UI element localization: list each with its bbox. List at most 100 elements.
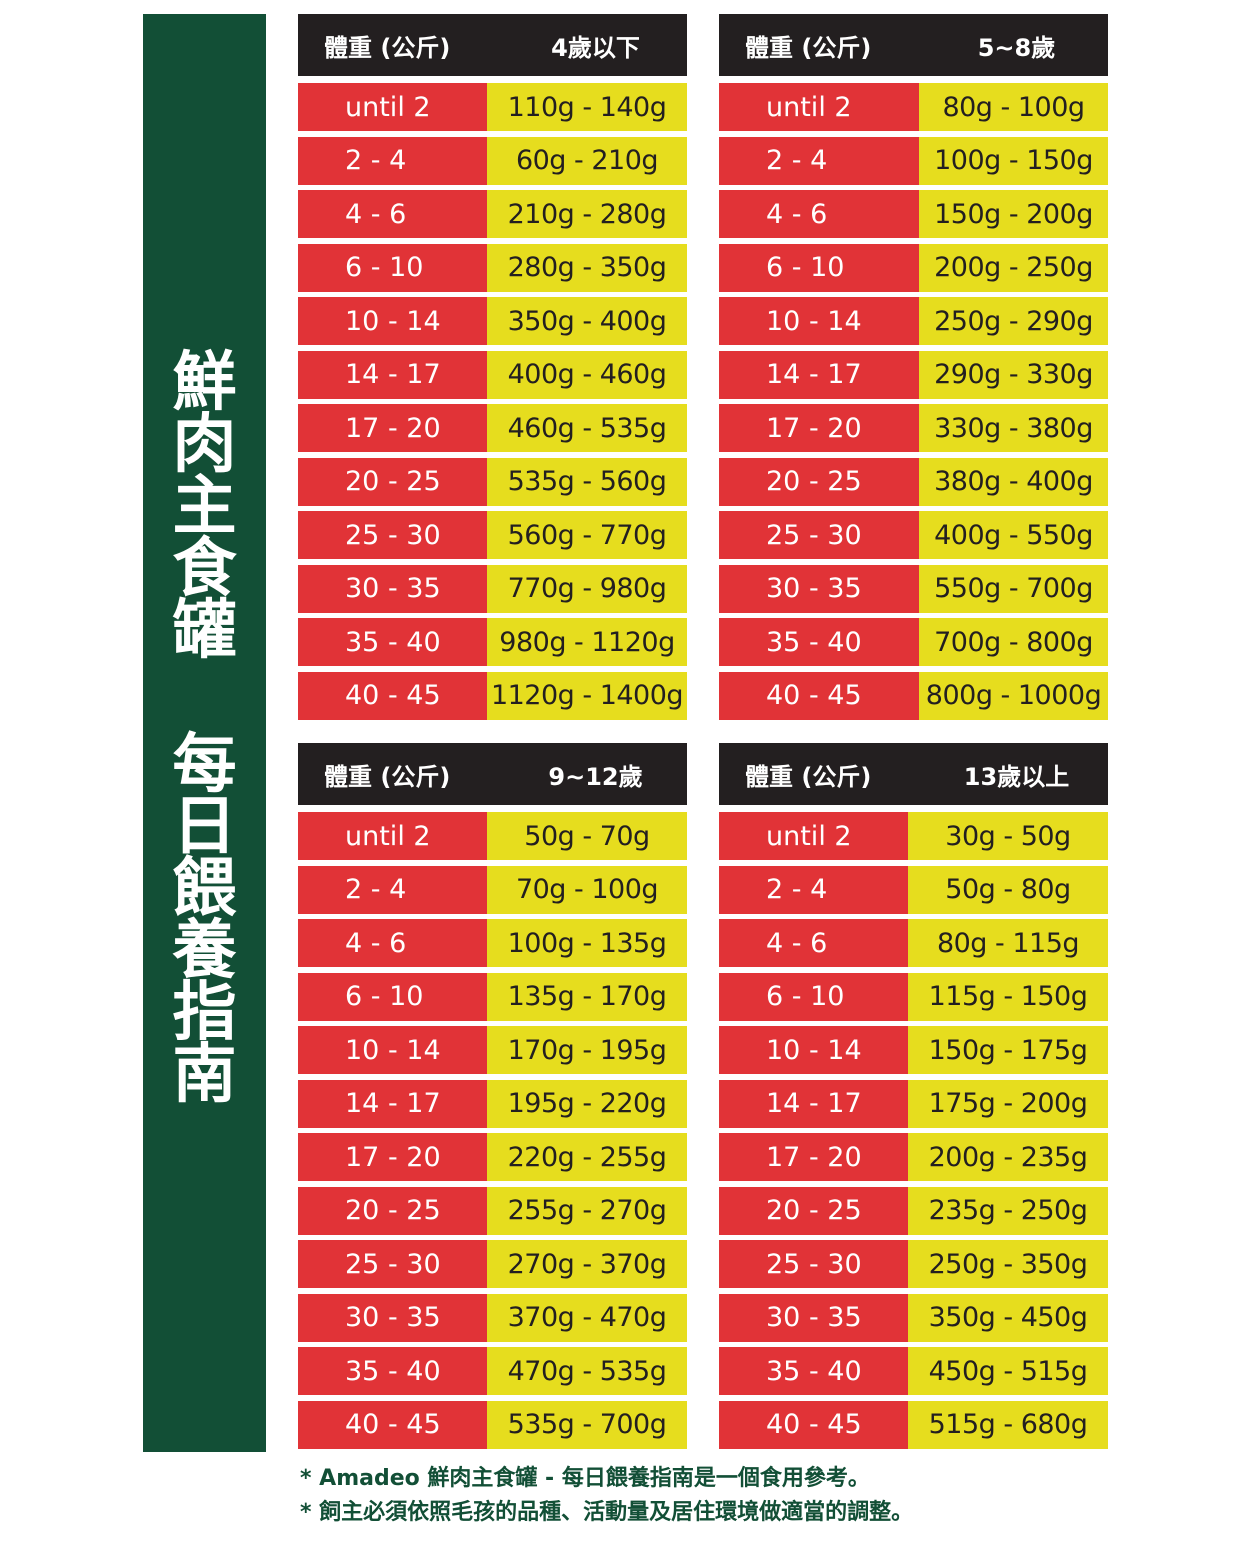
title-banner: 鮮 肉 主 食 罐 每 日 餵 養 指 南 bbox=[143, 14, 266, 1452]
table-body: until 2 110g - 140g 2 - 4 60g - 210g 4 - 6 21… bbox=[298, 83, 687, 720]
daily-amount-cell: 350g - 450g bbox=[908, 1293, 1108, 1342]
banner-char: 鮮 bbox=[172, 346, 237, 420]
table-row: 10 - 14 170g - 195g bbox=[298, 1026, 687, 1074]
daily-amount-cell: 210g - 280g bbox=[487, 190, 687, 238]
weight-range-cell: 40 - 45 bbox=[719, 1400, 908, 1449]
table-row: 30 - 35 770g - 980g bbox=[298, 564, 687, 613]
table-row: 20 - 25 380g - 400g bbox=[719, 457, 1108, 506]
table-row: 6 - 10 115g - 150g bbox=[719, 972, 1108, 1021]
table-row: 2 - 4 70g - 100g bbox=[298, 865, 687, 914]
table-row: 4 - 6 150g - 200g bbox=[719, 190, 1108, 238]
table-row: 6 - 10 135g - 170g bbox=[298, 972, 687, 1021]
banner-char: 餵 bbox=[172, 852, 237, 926]
table-row: 17 - 20 220g - 255g bbox=[298, 1133, 687, 1181]
feeding-table-age-9-12: 體重 (公斤) 9~12歲 until 2 50g - 70g 2 - 4 70g - 1… bbox=[298, 743, 687, 1454]
daily-amount-cell: 290g - 330g bbox=[919, 350, 1108, 399]
daily-amount-cell: 80g - 100g bbox=[919, 83, 1108, 131]
weight-range-cell: until 2 bbox=[719, 812, 908, 860]
table-row: 35 - 40 700g - 800g bbox=[719, 618, 1108, 666]
daily-amount-cell: 535g - 700g bbox=[487, 1400, 687, 1449]
table-row: 2 - 4 60g - 210g bbox=[298, 136, 687, 185]
weight-range-cell: 17 - 20 bbox=[719, 1133, 908, 1181]
weight-range-cell: 17 - 20 bbox=[298, 404, 487, 452]
table-row: 2 - 4 100g - 150g bbox=[719, 136, 1108, 185]
daily-amount-cell: 50g - 80g bbox=[908, 865, 1108, 914]
banner-char: 每 bbox=[172, 728, 237, 802]
weight-range-cell: 6 - 10 bbox=[719, 972, 908, 1021]
age-column-header: 4歲以下 bbox=[551, 33, 640, 62]
daily-amount-cell: 235g - 250g bbox=[908, 1186, 1108, 1235]
table-body: until 2 80g - 100g 2 - 4 100g - 150g 4 - 6 15… bbox=[719, 83, 1108, 720]
table-row: 25 - 30 560g - 770g bbox=[298, 511, 687, 559]
weight-range-cell: 14 - 17 bbox=[719, 1079, 908, 1128]
daily-amount-cell: 280g - 350g bbox=[487, 243, 687, 292]
weight-range-cell: 30 - 35 bbox=[298, 1293, 487, 1342]
weight-column-header: 體重 (公斤) bbox=[324, 33, 451, 62]
daily-amount-cell: 150g - 200g bbox=[919, 190, 1108, 238]
weight-range-cell: 20 - 25 bbox=[719, 1186, 908, 1235]
weight-column-header: 體重 (公斤) bbox=[324, 762, 451, 791]
weight-range-cell: 4 - 6 bbox=[719, 919, 908, 967]
daily-amount-cell: 195g - 220g bbox=[487, 1079, 687, 1128]
table-row: 4 - 6 100g - 135g bbox=[298, 919, 687, 967]
weight-range-cell: 25 - 30 bbox=[719, 511, 919, 559]
table-row: 17 - 20 200g - 235g bbox=[719, 1133, 1108, 1181]
table-row: 40 - 45 515g - 680g bbox=[719, 1400, 1108, 1449]
daily-amount-cell: 50g - 70g bbox=[487, 812, 687, 860]
weight-range-cell: 17 - 20 bbox=[719, 404, 919, 452]
table-row: 20 - 25 535g - 560g bbox=[298, 457, 687, 506]
table-row: 4 - 6 210g - 280g bbox=[298, 190, 687, 238]
table-header: 體重 (公斤) 5~8歲 bbox=[719, 14, 1108, 76]
weight-range-cell: 4 - 6 bbox=[298, 190, 487, 238]
table-row: 35 - 40 450g - 515g bbox=[719, 1347, 1108, 1395]
table-row: 14 - 17 290g - 330g bbox=[719, 350, 1108, 399]
daily-amount-cell: 150g - 175g bbox=[908, 1026, 1108, 1074]
table-row: 20 - 25 235g - 250g bbox=[719, 1186, 1108, 1235]
daily-amount-cell: 175g - 200g bbox=[908, 1079, 1108, 1128]
feeding-table-age-13-plus: 體重 (公斤) 13歲以上 until 2 30g - 50g 2 - 4 50g - 8… bbox=[719, 743, 1108, 1454]
weight-range-cell: 35 - 40 bbox=[719, 618, 919, 666]
weight-range-cell: 20 - 25 bbox=[298, 457, 487, 506]
daily-amount-cell: 220g - 255g bbox=[487, 1133, 687, 1181]
daily-amount-cell: 700g - 800g bbox=[919, 618, 1108, 666]
weight-range-cell: until 2 bbox=[719, 83, 919, 131]
weight-range-cell: 25 - 30 bbox=[298, 1240, 487, 1288]
table-row: 30 - 35 350g - 450g bbox=[719, 1293, 1108, 1342]
weight-range-cell: 14 - 17 bbox=[298, 350, 487, 399]
banner-char: 養 bbox=[172, 914, 237, 988]
daily-amount-cell: 800g - 1000g bbox=[919, 671, 1108, 720]
weight-column-header: 體重 (公斤) bbox=[745, 33, 872, 62]
daily-amount-cell: 450g - 515g bbox=[908, 1347, 1108, 1395]
weight-range-cell: 35 - 40 bbox=[719, 1347, 908, 1395]
table-row: 14 - 17 400g - 460g bbox=[298, 350, 687, 399]
age-column-header: 13歲以上 bbox=[963, 762, 1070, 791]
feeding-table-age-under-4: 體重 (公斤) 4歲以下 until 2 110g - 140g 2 - 4 60g - … bbox=[298, 14, 687, 725]
weight-range-cell: 14 - 17 bbox=[298, 1079, 487, 1128]
weight-range-cell: 17 - 20 bbox=[298, 1133, 487, 1181]
banner-char: 肉 bbox=[172, 408, 237, 482]
weight-range-cell: 10 - 14 bbox=[298, 1026, 487, 1074]
weight-range-cell: 10 - 14 bbox=[719, 297, 919, 345]
daily-amount-cell: 250g - 350g bbox=[908, 1240, 1108, 1288]
table-row: 17 - 20 460g - 535g bbox=[298, 404, 687, 452]
table-row: 30 - 35 550g - 700g bbox=[719, 564, 1108, 613]
footnote: * 飼主必須依照毛孩的品種、活動量及居住環境做適當的調整。 bbox=[300, 1500, 914, 1525]
daily-amount-cell: 255g - 270g bbox=[487, 1186, 687, 1235]
weight-range-cell: 4 - 6 bbox=[298, 919, 487, 967]
daily-amount-cell: 350g - 400g bbox=[487, 297, 687, 345]
table-row: 2 - 4 50g - 80g bbox=[719, 865, 1108, 914]
daily-amount-cell: 70g - 100g bbox=[487, 865, 687, 914]
daily-amount-cell: 470g - 535g bbox=[487, 1347, 687, 1395]
table-row: until 2 110g - 140g bbox=[298, 83, 687, 131]
banner-title-line1: 鮮 肉 主 食 罐 bbox=[143, 346, 266, 668]
weight-range-cell: 30 - 35 bbox=[719, 1293, 908, 1342]
daily-amount-cell: 980g - 1120g bbox=[487, 618, 687, 666]
banner-char: 罐 bbox=[172, 594, 237, 668]
table-row: 10 - 14 250g - 290g bbox=[719, 297, 1108, 345]
daily-amount-cell: 270g - 370g bbox=[487, 1240, 687, 1288]
daily-amount-cell: 200g - 235g bbox=[908, 1133, 1108, 1181]
weight-range-cell: 40 - 45 bbox=[719, 671, 919, 720]
weight-range-cell: 25 - 30 bbox=[298, 511, 487, 559]
weight-range-cell: 2 - 4 bbox=[719, 136, 919, 185]
table-row: 25 - 30 250g - 350g bbox=[719, 1240, 1108, 1288]
